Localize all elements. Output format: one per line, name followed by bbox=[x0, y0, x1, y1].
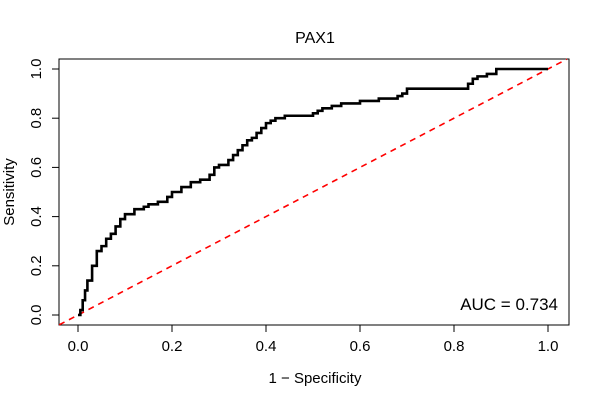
y-tick-label: 0.4 bbox=[28, 206, 45, 227]
x-axis: 0.0 0.2 0.4 0.6 0.8 1.0 bbox=[68, 324, 559, 355]
y-tick-label: 0.0 bbox=[28, 305, 45, 326]
x-tick-label: 0.6 bbox=[350, 338, 371, 355]
chart-title: PAX1 bbox=[295, 30, 335, 47]
y-tick-label: 0.8 bbox=[28, 108, 45, 129]
y-tick-label: 0.6 bbox=[28, 157, 45, 178]
x-tick-label: 0.2 bbox=[162, 338, 183, 355]
x-tick-label: 0.0 bbox=[68, 338, 89, 355]
x-tick-label: 0.4 bbox=[256, 338, 277, 355]
x-tick-label: 0.8 bbox=[444, 338, 465, 355]
x-tick-label: 1.0 bbox=[538, 338, 559, 355]
auc-annotation: AUC = 0.734 bbox=[460, 295, 558, 314]
x-axis-label: 1 − Specificity bbox=[269, 370, 362, 387]
y-axis: 0.0 0.2 0.4 0.6 0.8 1.0 bbox=[28, 59, 60, 326]
reference-diagonal-line bbox=[58, 58, 568, 326]
y-tick-label: 0.2 bbox=[28, 255, 45, 276]
roc-curve-line bbox=[78, 67, 548, 317]
y-axis-label: Sensitivity bbox=[1, 158, 18, 226]
y-tick-label: 1.0 bbox=[28, 59, 45, 80]
